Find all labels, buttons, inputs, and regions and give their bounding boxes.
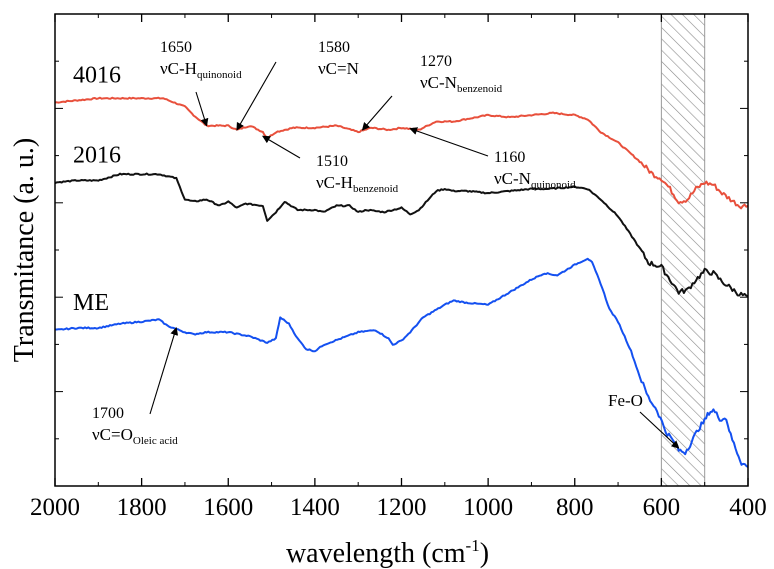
annotation-arrow (361, 95, 393, 131)
annotation-arrow (639, 411, 680, 449)
x-tick-label: 2000 (30, 494, 80, 521)
annotation-mode: νC-Nbenzenoid (420, 73, 503, 95)
annotation-arrow (195, 91, 209, 127)
annotation-mode-main: νC-H (160, 59, 197, 78)
annotation-wavenumber: 1270 (420, 53, 452, 70)
annotation-1270: 1270 νC-Nbenzenoid (361, 53, 503, 131)
x-tick-label: 1600 (203, 494, 253, 521)
annotation-arrow (409, 127, 489, 157)
annotation-mode-subscript: quinonoid (531, 179, 576, 191)
y-axis-label: Transmitance (a. u.) (9, 138, 40, 362)
annotation-wavenumber: 1650 (160, 39, 192, 56)
x-tick-label: 1000 (463, 494, 513, 521)
annotation-fe-o: Fe-O (608, 391, 680, 449)
x-tick-label: 1800 (117, 494, 167, 521)
annotation-arrow (236, 61, 277, 131)
axis-ticks: 2000 1800 1600 1400 1200 1000 800 600 400 (30, 13, 767, 521)
annotation-arrow (149, 327, 179, 415)
annotation-wavenumber: 1510 (316, 153, 348, 170)
x-tick-label: 400 (729, 494, 767, 521)
annotation-1510: 1510 νC-Hbenzenoid (262, 135, 399, 195)
annotation-mode-subscript: quinonoid (197, 69, 242, 81)
x-tick-label: 600 (643, 494, 681, 521)
shaded-band (660, 13, 706, 487)
annotation-mode: νC=N (318, 59, 359, 78)
x-axis-label-sup: -1 (466, 536, 480, 555)
annotation-1160: 1160 νC-Nquinonoid (409, 127, 576, 191)
series-lines (54, 96, 749, 468)
annotation-mode-main: νC-N (420, 73, 457, 92)
annotation-mode: νC=OOleic acid (92, 425, 178, 447)
annotation-mode-main: νC-N (494, 169, 531, 188)
x-tick-label: 1200 (377, 494, 427, 521)
annotation-mode-subscript: benzenoid (457, 83, 503, 95)
x-axis-label: wavelength (cm-1) (286, 536, 489, 569)
x-axis-label-close: ) (480, 538, 489, 569)
annotation-mode: Fe-O (608, 391, 643, 410)
x-tick-label: 800 (556, 494, 594, 521)
annotation-mode-main: νC=N (318, 59, 359, 78)
annotation-1650: 1650 νC-Hquinonoid (160, 39, 242, 127)
annotation-mode-main: νC=O (92, 425, 133, 444)
fe-o-shaded-region (660, 13, 706, 487)
annotation-arrow (262, 135, 301, 159)
series-line-2016 (54, 172, 749, 298)
series-label-4016: 4016 (73, 63, 121, 89)
annotation-mode: νC-Hbenzenoid (316, 173, 399, 195)
annotation-mode-subscript: benzenoid (353, 183, 399, 195)
series-labels: 4016 2016 ME (73, 63, 121, 317)
series-label-me: ME (73, 290, 109, 316)
annotation-mode-subscript: Oleic acid (133, 435, 178, 447)
annotation-wavenumber: 1700 (92, 405, 124, 422)
annotation-wavenumber: 1160 (494, 149, 525, 166)
annotation-mode-main: νC-H (316, 173, 353, 192)
x-tick-label: 1400 (290, 494, 340, 521)
annotation-mode: νC-Nquinonoid (494, 169, 576, 191)
x-axis-label-main: wavelength (cm (286, 538, 466, 569)
annotation-1700: 1700 νC=OOleic acid (92, 327, 179, 447)
series-label-2016: 2016 (73, 143, 121, 169)
annotation-wavenumber: 1580 (318, 39, 350, 56)
annotation-mode: νC-Hquinonoid (160, 59, 242, 81)
series-line-4016 (54, 96, 749, 210)
annotation-mode-main: Fe-O (608, 391, 643, 410)
annotation-1580: 1580 νC=N (236, 39, 359, 131)
